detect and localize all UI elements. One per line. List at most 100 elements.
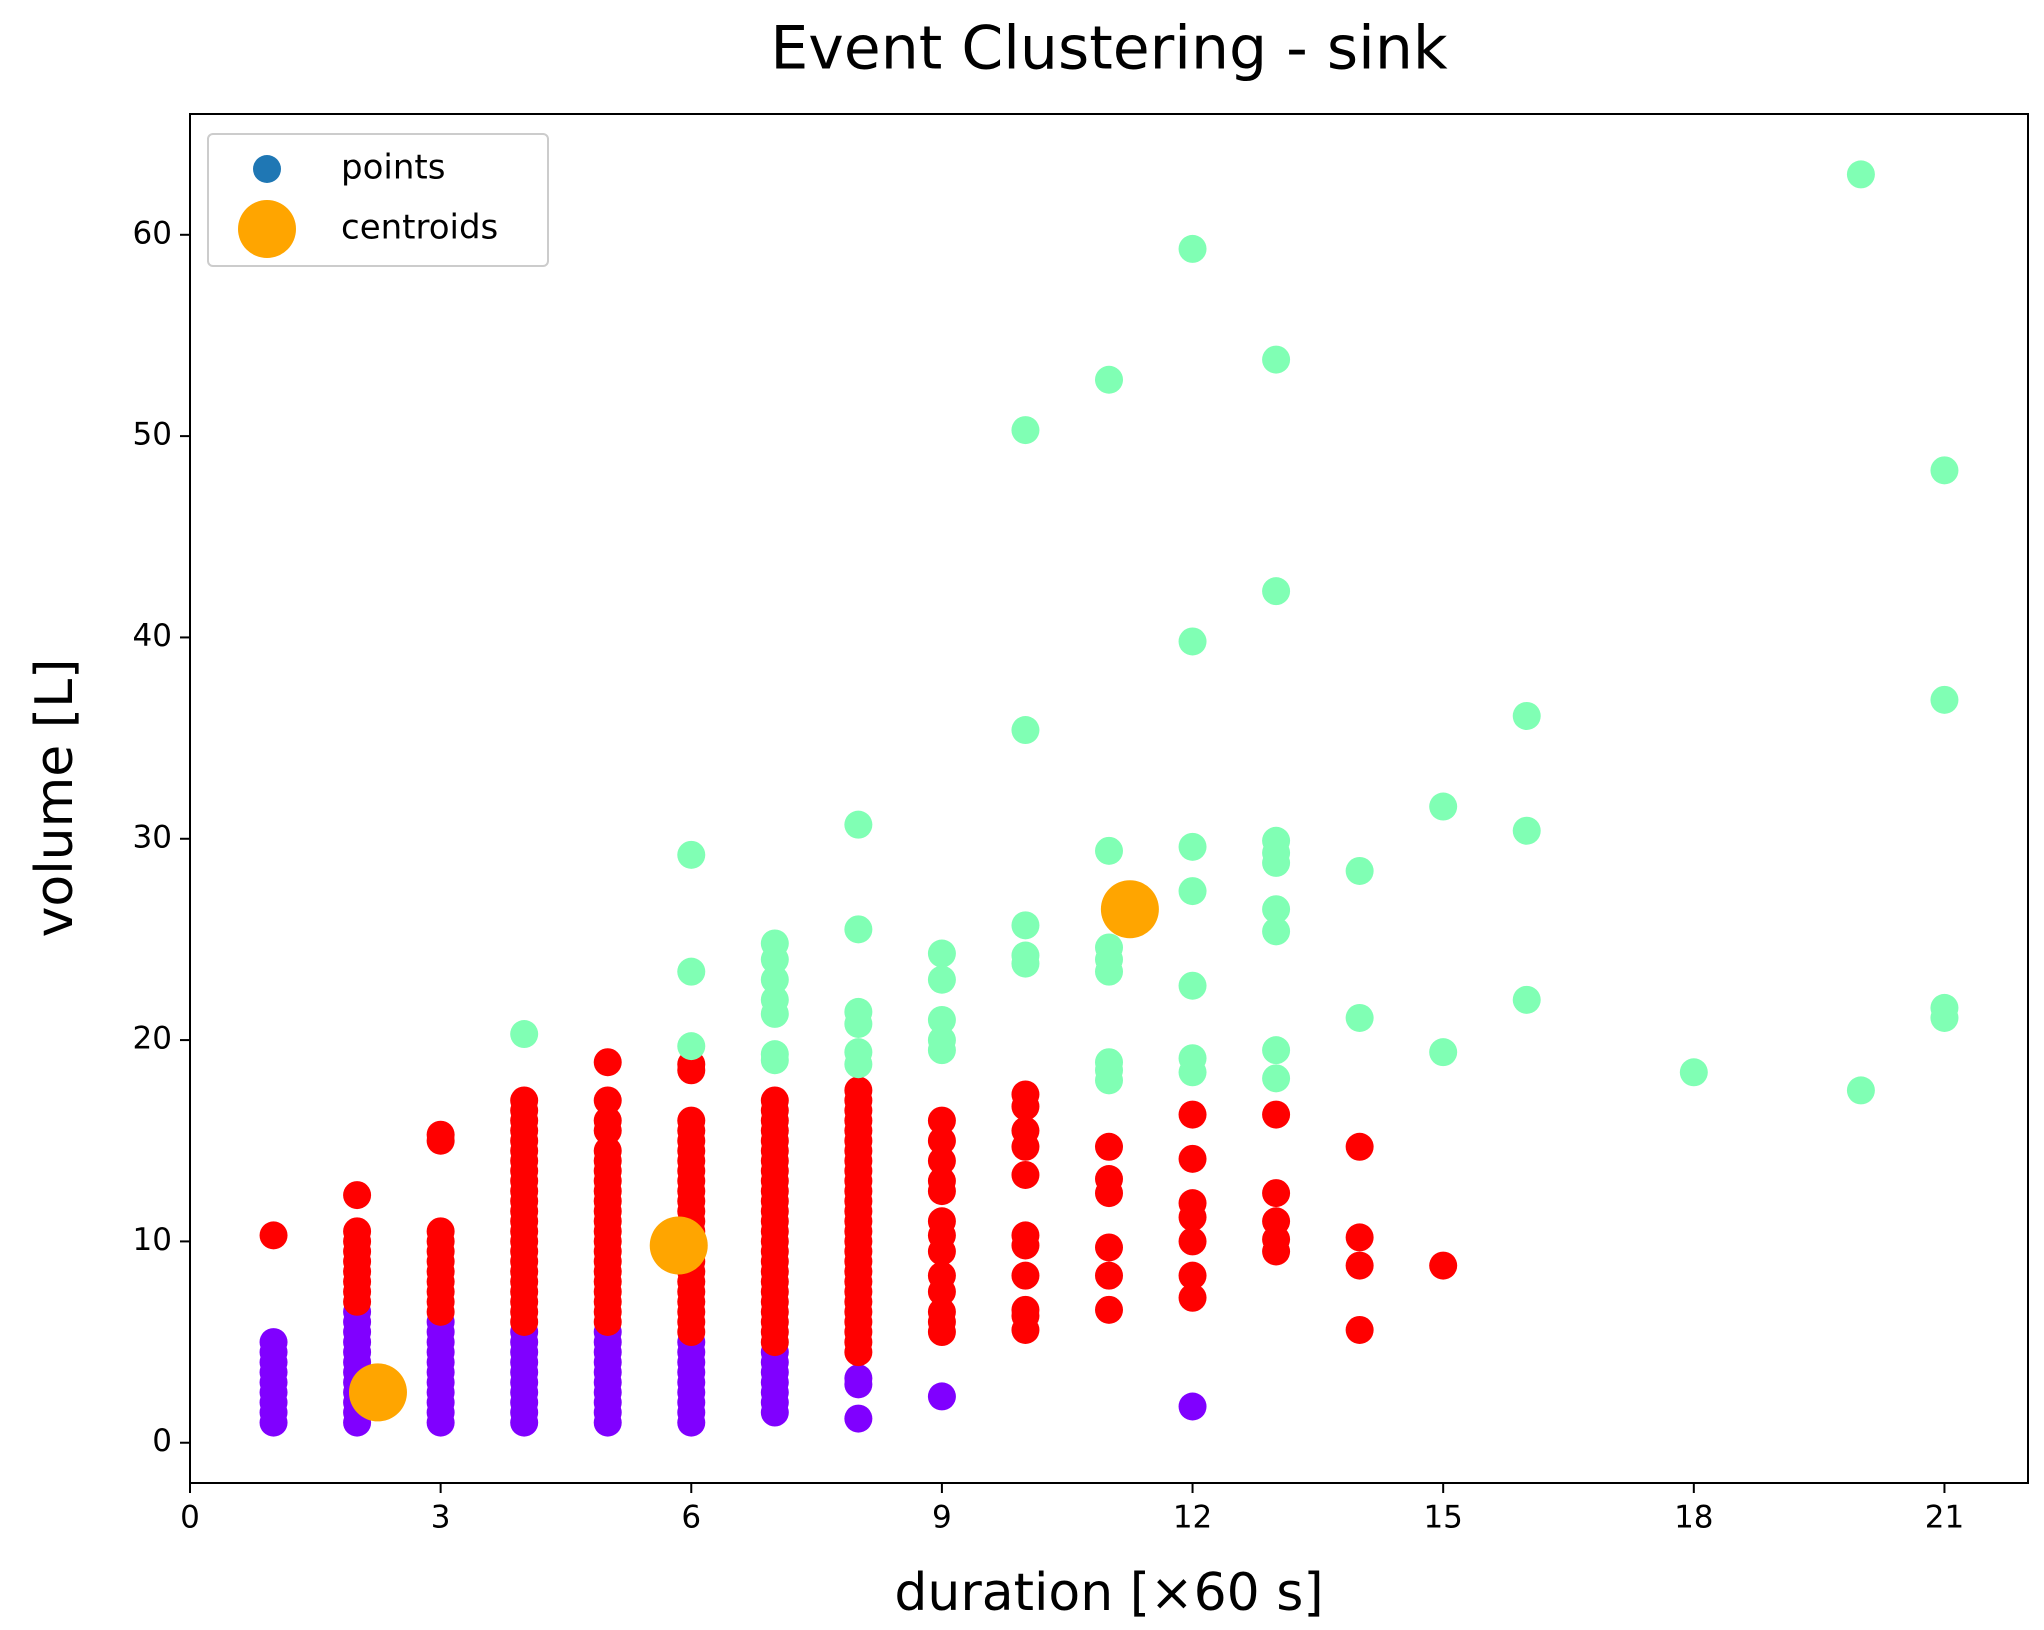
point — [1095, 933, 1123, 962]
point — [426, 1120, 455, 1149]
point — [1011, 1160, 1040, 1189]
point — [1512, 701, 1541, 730]
point — [1262, 826, 1291, 855]
legend-marker — [253, 155, 281, 183]
point — [927, 1207, 956, 1236]
point — [1262, 1179, 1291, 1208]
point — [1930, 456, 1959, 485]
point — [927, 1106, 956, 1135]
point — [1178, 1100, 1207, 1129]
point — [844, 915, 873, 944]
x-tick-label: 15 — [1423, 1500, 1462, 1536]
x-tick-label: 0 — [180, 1500, 200, 1536]
point — [1429, 1251, 1458, 1280]
point — [1011, 1116, 1040, 1145]
point — [927, 1146, 956, 1175]
point — [1095, 1132, 1123, 1161]
y-tick-label: 60 — [133, 215, 172, 251]
point — [510, 1086, 539, 1115]
point — [1011, 941, 1040, 970]
point — [1930, 685, 1959, 714]
point — [1178, 1283, 1207, 1312]
point — [1262, 1064, 1291, 1093]
point — [1011, 1261, 1040, 1290]
point — [1345, 1251, 1374, 1280]
plot-frame — [189, 113, 2029, 1484]
point — [1345, 1132, 1374, 1161]
point — [844, 1404, 873, 1433]
point — [1846, 1076, 1875, 1105]
point — [1512, 985, 1541, 1014]
point — [1011, 1221, 1040, 1250]
point — [1095, 1165, 1123, 1194]
point — [593, 1086, 622, 1115]
y-tick-label: 40 — [133, 618, 172, 654]
point — [927, 965, 956, 994]
centroid — [348, 1363, 407, 1422]
point — [1345, 1223, 1374, 1252]
point — [927, 1126, 956, 1155]
point — [927, 1382, 956, 1411]
point — [844, 1364, 873, 1393]
point — [1846, 160, 1875, 189]
point — [1011, 1295, 1040, 1324]
point — [1178, 877, 1207, 906]
legend-marker — [238, 200, 296, 258]
point — [1262, 895, 1291, 924]
point — [1429, 1038, 1458, 1067]
chart-title: Event Clustering - sink — [770, 14, 1447, 84]
point — [1262, 1207, 1291, 1236]
legend-label: points — [341, 148, 445, 188]
point — [760, 929, 789, 958]
y-tick-label: 0 — [152, 1423, 172, 1459]
x-tick-label: 3 — [431, 1500, 451, 1536]
point — [593, 1048, 622, 1077]
point — [1178, 627, 1207, 656]
point — [343, 1181, 372, 1210]
point — [927, 1261, 956, 1290]
point — [593, 1106, 622, 1135]
y-tick-label: 10 — [133, 1222, 172, 1258]
point — [927, 1026, 956, 1055]
point — [1512, 816, 1541, 845]
point — [1011, 716, 1040, 745]
point — [1429, 792, 1458, 821]
centroid — [649, 1216, 708, 1275]
point — [760, 1086, 789, 1115]
point — [677, 1106, 706, 1135]
point — [1178, 832, 1207, 861]
x-tick-label: 18 — [1674, 1500, 1713, 1536]
point — [1095, 1233, 1123, 1262]
x-tick-label: 21 — [1925, 1500, 1964, 1536]
point — [1011, 1080, 1040, 1109]
point — [1345, 1003, 1374, 1032]
point — [677, 840, 706, 869]
point — [1011, 911, 1040, 940]
point — [1095, 836, 1123, 865]
point — [760, 1040, 789, 1069]
point — [1095, 1048, 1123, 1077]
point — [1178, 1392, 1207, 1421]
x-tick-label: 12 — [1173, 1500, 1212, 1536]
x-axis-label: duration [×60 s] — [894, 1563, 1323, 1623]
point — [1679, 1058, 1708, 1087]
point — [1262, 1036, 1291, 1065]
point — [1178, 1261, 1207, 1290]
point — [1095, 1261, 1123, 1290]
point — [927, 1005, 956, 1034]
y-tick-label: 50 — [133, 417, 172, 453]
point — [259, 1221, 288, 1250]
point — [1262, 1100, 1291, 1129]
point — [927, 1167, 956, 1196]
point — [1262, 577, 1291, 606]
point — [510, 1020, 539, 1049]
point — [1345, 856, 1374, 885]
y-tick-label: 30 — [133, 819, 172, 855]
point — [1178, 1144, 1207, 1173]
point — [1095, 365, 1123, 394]
point — [1262, 917, 1291, 946]
point — [343, 1217, 372, 1246]
point — [760, 985, 789, 1014]
point — [1178, 1189, 1207, 1218]
